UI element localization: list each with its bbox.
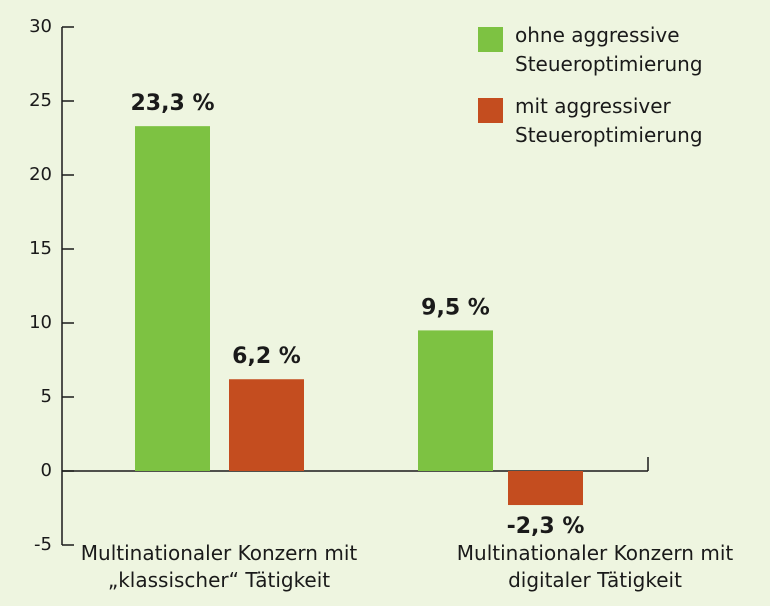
legend-swatch: [478, 98, 503, 123]
value-label: 23,3 %: [131, 91, 215, 116]
y-tick-label: 10: [29, 312, 52, 333]
y-tick-label: 0: [41, 460, 52, 481]
y-tick-label: 30: [29, 16, 52, 37]
bar: [229, 379, 304, 471]
value-label: -2,3 %: [507, 514, 585, 539]
x-tick-label: Multinationaler Konzern mit „klassischer…: [80, 541, 358, 592]
y-tick-label: 25: [29, 90, 52, 111]
legend-label: mit aggressiver Steueroptimierung: [515, 94, 703, 147]
y-tick-label: 15: [29, 238, 52, 259]
value-label: 9,5 %: [421, 295, 490, 320]
x-tick-label: Multinationaler Konzern mit digitaler Tä…: [456, 541, 734, 592]
bar: [508, 471, 583, 506]
legend-label: ohne aggressive Steueroptimierung: [515, 23, 703, 76]
legend-swatch: [478, 27, 503, 52]
bar: [135, 126, 210, 471]
y-tick-label: 5: [41, 386, 52, 407]
value-label: 6,2 %: [232, 344, 301, 369]
y-tick-label: 20: [29, 164, 52, 185]
y-tick-label: -5: [34, 534, 52, 555]
bar: [418, 330, 493, 471]
